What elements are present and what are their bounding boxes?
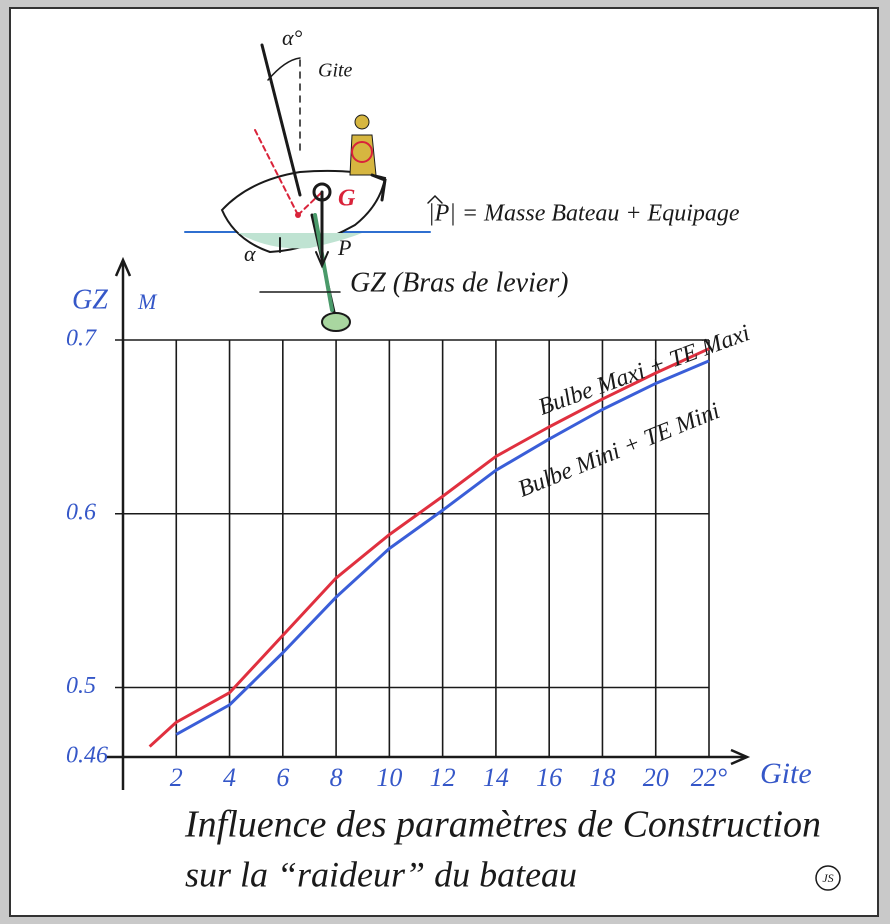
y-tick-label: 0.46 [66,743,108,769]
x-tick-label: 14 [483,763,509,792]
x-tick-label: 20 [643,763,669,792]
y-axis-label: GZ [72,284,108,315]
x-tick-label: 10 [376,763,402,792]
signature: JS [822,871,833,885]
x-tick-label: 18 [589,763,615,792]
gite-note: Gite [318,60,353,82]
chart-title: Influence des paramètres de Construction [184,804,821,846]
x-tick-label: 16 [536,763,562,792]
chart: α° Gite G P α |P| = Masse Bateau + Equip… [0,0,890,924]
alpha-angle: α° [282,25,303,50]
chart-subtitle: sur la “raideur” du bateau [185,854,577,894]
y-axis-unit: M [137,289,158,314]
p-label: P [337,235,351,260]
x-tick-label: 6 [276,763,289,792]
y-tick-label: 0.7 [66,326,97,352]
x-tick-label: 22° [691,763,727,792]
x-tick-label: 12 [430,763,456,792]
alpha-label: α [244,241,256,266]
g-label: G [338,186,356,212]
x-tick-label: 2 [170,763,183,792]
x-axis-label: Gite [760,757,812,790]
y-tick-label: 0.6 [66,499,96,525]
weight-note: |P| = Masse Bateau + Equipage [428,201,740,227]
x-tick-label: 8 [330,763,343,792]
page: α° Gite G P α |P| = Masse Bateau + Equip… [0,0,890,924]
gz-note: GZ (Bras de levier) [350,267,569,298]
y-tick-label: 0.5 [66,673,96,699]
x-tick-label: 4 [223,763,236,792]
